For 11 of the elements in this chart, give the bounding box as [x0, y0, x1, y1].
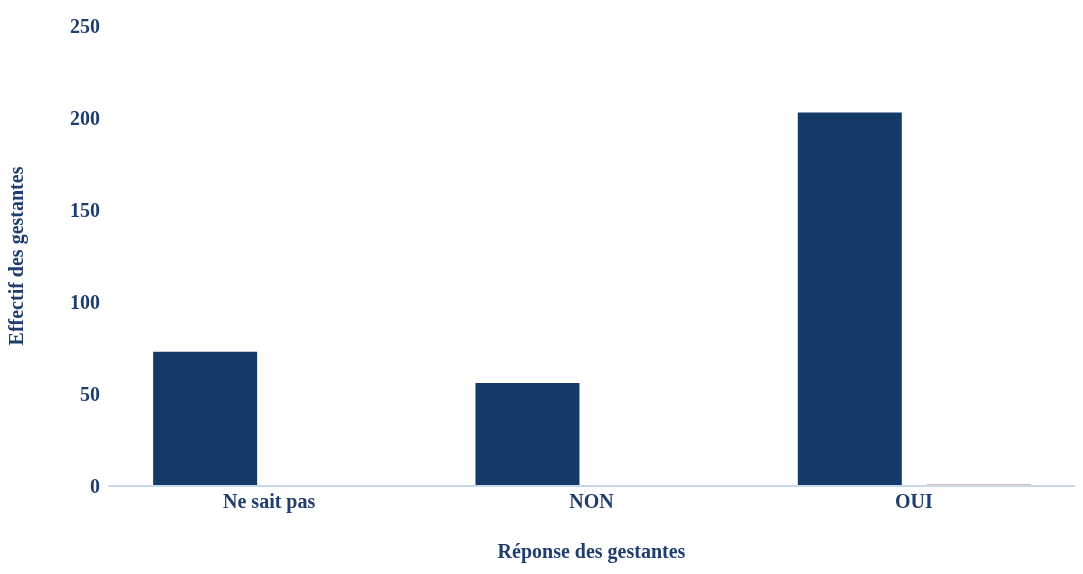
x-tick-label: NON: [569, 490, 615, 513]
x-tick-label: Ne sait pas: [223, 490, 316, 514]
y-tick-label: 50: [80, 383, 100, 406]
y-tick-label: 200: [70, 107, 100, 130]
y-tick-label: 150: [70, 199, 100, 222]
x-tick-label: OUI: [894, 490, 933, 513]
x-axis-title: Réponse des gestantes: [497, 540, 686, 563]
y-axis-title: Effectif des gestantes: [5, 166, 29, 346]
y-tick-label: 250: [70, 15, 100, 38]
y-tick-label: 100: [70, 291, 100, 314]
y-tick-label: 0: [90, 475, 100, 498]
